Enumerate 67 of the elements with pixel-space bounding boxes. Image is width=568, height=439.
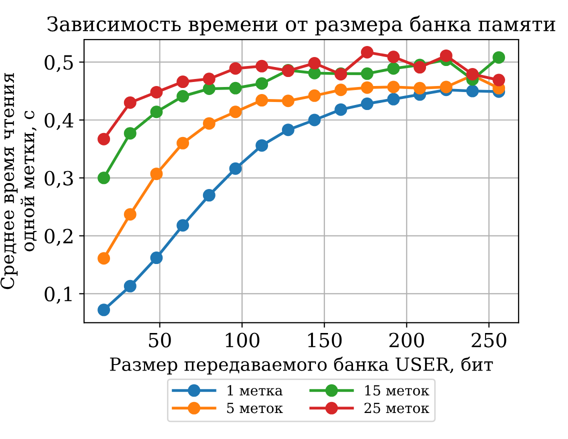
- point: [229, 82, 242, 94]
- point: [176, 219, 190, 232]
- point: [150, 86, 163, 98]
- point: [360, 67, 374, 80]
- point: [98, 304, 110, 316]
- point: [360, 81, 374, 94]
- x-tick-label: 150: [308, 332, 342, 348]
- point: [387, 80, 400, 94]
- point: [492, 74, 506, 86]
- point: [202, 117, 216, 130]
- point: [282, 124, 294, 136]
- point: [334, 84, 348, 96]
- point: [176, 90, 190, 103]
- point: [150, 106, 163, 118]
- point: [492, 51, 506, 64]
- point: [98, 252, 110, 265]
- point: [387, 92, 400, 106]
- point: [414, 61, 426, 74]
- y-tick-label: 0,4: [44, 112, 74, 130]
- point: [256, 60, 268, 72]
- point: [308, 57, 321, 70]
- point: [124, 208, 136, 221]
- point: [98, 172, 110, 184]
- legend-label: 5 меток: [227, 402, 283, 414]
- point: [360, 46, 374, 58]
- point: [440, 80, 452, 94]
- point: [440, 49, 452, 62]
- point: [124, 127, 136, 140]
- point: [176, 76, 190, 88]
- point: [256, 139, 268, 152]
- point: [387, 50, 400, 64]
- point: [98, 132, 110, 146]
- point: [124, 280, 136, 292]
- point: [176, 136, 190, 150]
- point: [308, 89, 321, 102]
- point: [308, 114, 321, 126]
- x-tick-label: 100: [226, 332, 260, 348]
- x-tick-label: 200: [389, 332, 424, 348]
- point: [334, 103, 348, 116]
- point: [229, 62, 242, 75]
- point: [124, 96, 136, 109]
- y-tick-label: 0,3: [44, 170, 73, 188]
- point: [256, 94, 268, 107]
- legend-label: 1 метка: [228, 385, 283, 396]
- legend-label: 25 меток: [364, 402, 430, 414]
- point: [202, 72, 216, 86]
- point: [202, 189, 216, 202]
- y-axis-title: Среднее время чтения одной метки, с: [0, 73, 37, 290]
- point: [387, 62, 400, 75]
- point: [466, 84, 479, 98]
- x-tick-label: 50: [149, 332, 171, 348]
- y-tick-label: 0,5: [44, 55, 73, 72]
- point: [360, 98, 374, 110]
- point: [282, 94, 294, 108]
- chart-title: Зависимость времени от размера банка памяти: [47, 16, 556, 36]
- legend-label: 15 меток: [365, 385, 430, 396]
- y-tick-label: 0,1: [44, 286, 72, 304]
- point: [202, 82, 216, 95]
- point: [150, 168, 163, 180]
- point: [256, 77, 268, 90]
- point: [414, 82, 426, 94]
- x-tick-label: 250: [472, 332, 506, 348]
- y-tick-label: 0,2: [44, 228, 72, 246]
- point: [150, 252, 163, 264]
- point: [229, 106, 242, 118]
- point: [229, 162, 242, 175]
- x-axis-title: Размер передаваемого банка USER, бит: [110, 356, 493, 375]
